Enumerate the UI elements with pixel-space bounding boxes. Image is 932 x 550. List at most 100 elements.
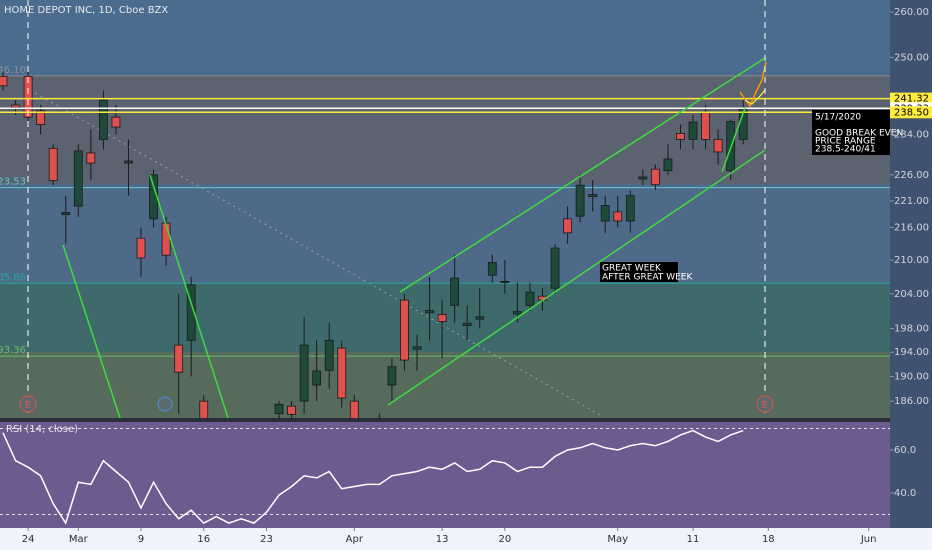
level-label: 205.86 <box>0 272 26 283</box>
x-tick-label: 9 <box>138 534 144 545</box>
candle-body <box>11 104 20 108</box>
annotation: GREAT WEEK AFTER GREAT WEEK <box>600 262 693 283</box>
band <box>0 352 890 418</box>
y-tick-label: 260.00 <box>894 7 929 18</box>
y-tick-label: 210.00 <box>894 255 929 266</box>
rsi-line <box>2 429 744 525</box>
candle-body <box>48 148 58 181</box>
candle-body <box>462 322 472 327</box>
y-tick-label: 250.00 <box>894 53 929 64</box>
candle-body <box>136 237 146 259</box>
y-tick-label: 190.00 <box>894 371 929 382</box>
trend-line <box>721 107 746 173</box>
y-tick-label: 216.00 <box>894 222 929 233</box>
annotation-text: 5/17/2020 <box>815 113 861 123</box>
separator <box>0 418 890 422</box>
candle-body <box>412 346 422 350</box>
candle-body <box>98 99 108 140</box>
candle-body <box>23 75 33 118</box>
candle-body <box>312 370 322 386</box>
candle-body <box>437 314 447 322</box>
y-tick-label: 186.00 <box>894 396 929 407</box>
price-axis <box>890 0 932 528</box>
candle-body <box>86 152 96 164</box>
candle-body <box>174 344 184 373</box>
price-tag <box>890 106 932 119</box>
band <box>0 184 890 283</box>
candle-body <box>525 291 535 306</box>
annotation-box <box>812 110 890 155</box>
candle-body <box>688 121 698 140</box>
candle-body <box>638 176 648 180</box>
annotation-text: AFTER GREAT WEEK <box>602 273 693 283</box>
x-tick-label: Mar <box>69 534 89 545</box>
candle-body <box>588 194 598 198</box>
channel-line <box>387 149 766 406</box>
candle-body <box>324 339 334 371</box>
event-marker <box>756 395 774 413</box>
candle-body <box>676 133 685 140</box>
candle-body <box>500 280 510 283</box>
trend-line <box>29 89 601 416</box>
candle-body <box>0 75 8 87</box>
y-tick-label: 194.00 <box>894 347 929 358</box>
y-tick-label: 234.00 <box>894 129 929 140</box>
annotation-text: PRICE RANGE <box>815 137 876 147</box>
candle-body <box>36 110 46 125</box>
price-tag <box>890 92 932 105</box>
candle-body <box>161 222 171 256</box>
annotation: 5/17/2020 GOOD BREAK EVEN PRICE RANGE 23… <box>812 110 903 155</box>
y-tick-label: 226.00 <box>894 170 929 181</box>
rsi-title: RSI (14, close) <box>6 424 78 435</box>
x-tick-label: 13 <box>436 534 449 545</box>
x-tick-label: 16 <box>197 534 210 545</box>
band <box>0 0 890 75</box>
x-tick-label: 11 <box>687 534 700 545</box>
candle-body <box>663 158 673 172</box>
trend-line <box>62 244 121 418</box>
candle-body <box>550 247 560 289</box>
event-label: E <box>25 400 31 411</box>
candle-body <box>337 347 347 399</box>
x-tick-label: Jun <box>860 534 877 545</box>
candle-body <box>287 405 296 415</box>
level-label: 246.10 <box>0 65 26 76</box>
x-tick-label: 20 <box>498 534 511 545</box>
rsi-pane <box>0 427 890 525</box>
x-tick-label: 24 <box>22 534 35 545</box>
candle-body <box>613 211 623 222</box>
x-tick-label: Apr <box>346 534 364 545</box>
x-tick-label: May <box>607 534 628 545</box>
x-tick-label: 18 <box>762 534 775 545</box>
y-tick-label: 198.00 <box>894 324 929 335</box>
candle-body <box>73 150 83 207</box>
trend-line <box>149 174 229 418</box>
time-axis <box>0 528 932 550</box>
channel-line <box>399 57 766 293</box>
projection <box>744 89 766 105</box>
annotation-text: GREAT WEEK <box>602 264 662 274</box>
candle-body <box>274 403 284 415</box>
candle-body <box>186 284 196 341</box>
candle-body <box>111 116 121 128</box>
candle-body <box>713 139 723 153</box>
annotation-text: 238.5-240/41 <box>815 145 876 155</box>
drawings <box>19 0 774 418</box>
price-tag-label: 238.50 <box>894 107 929 118</box>
price-tag-label: 241.32 <box>894 94 929 105</box>
candle-body <box>199 400 209 418</box>
rsi-background <box>0 422 890 528</box>
event-marker <box>19 395 37 413</box>
candle-body <box>575 184 585 217</box>
candle-body <box>349 400 359 418</box>
candle-body <box>124 160 133 164</box>
y-tick-label: 204.00 <box>894 289 929 300</box>
y-tick-label: 221.00 <box>894 196 929 207</box>
candle-body <box>487 261 497 276</box>
candle-body <box>563 218 572 234</box>
level-label: 193.36 <box>0 345 26 356</box>
candle-body <box>400 299 409 361</box>
annotation-text: GOOD BREAK EVEN <box>815 129 903 139</box>
candle-body <box>61 212 71 215</box>
